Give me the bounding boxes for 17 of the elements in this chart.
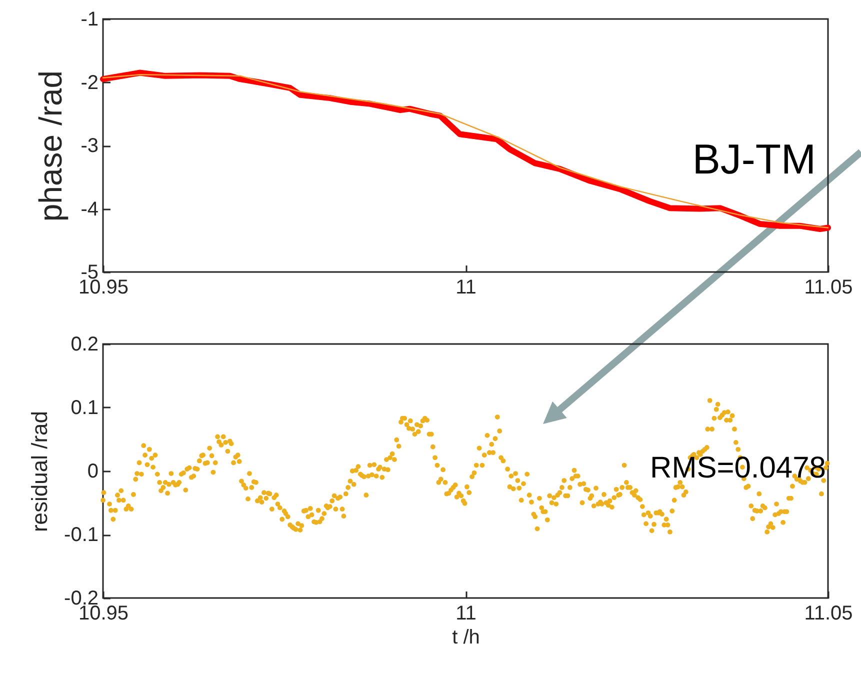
x-tick-label: 11.05 bbox=[804, 602, 853, 624]
y-axis-title: phase /rad bbox=[32, 70, 69, 222]
y-tick-label: -1 bbox=[80, 8, 98, 30]
y-tick-label: -3 bbox=[80, 135, 98, 157]
x-tick-label: 11 bbox=[456, 602, 476, 624]
y-tick-label: 0.2 bbox=[70, 334, 98, 356]
annotation: RMS=0.0478 bbox=[650, 451, 826, 484]
y-tick-label: -0.1 bbox=[64, 524, 98, 546]
x-tick-label: 11 bbox=[456, 276, 476, 298]
y-axis-title: residual /rad bbox=[27, 410, 52, 532]
x-tick-label: 11.05 bbox=[804, 276, 853, 298]
y-tick-label: -4 bbox=[80, 198, 98, 220]
annotation: BJ-TM bbox=[692, 136, 816, 183]
y-tick-label: 0.1 bbox=[70, 397, 98, 419]
y-tick-label: -2 bbox=[80, 72, 98, 94]
y-tick-label: 0 bbox=[87, 460, 98, 482]
x-axis-title: t /h bbox=[452, 626, 480, 648]
